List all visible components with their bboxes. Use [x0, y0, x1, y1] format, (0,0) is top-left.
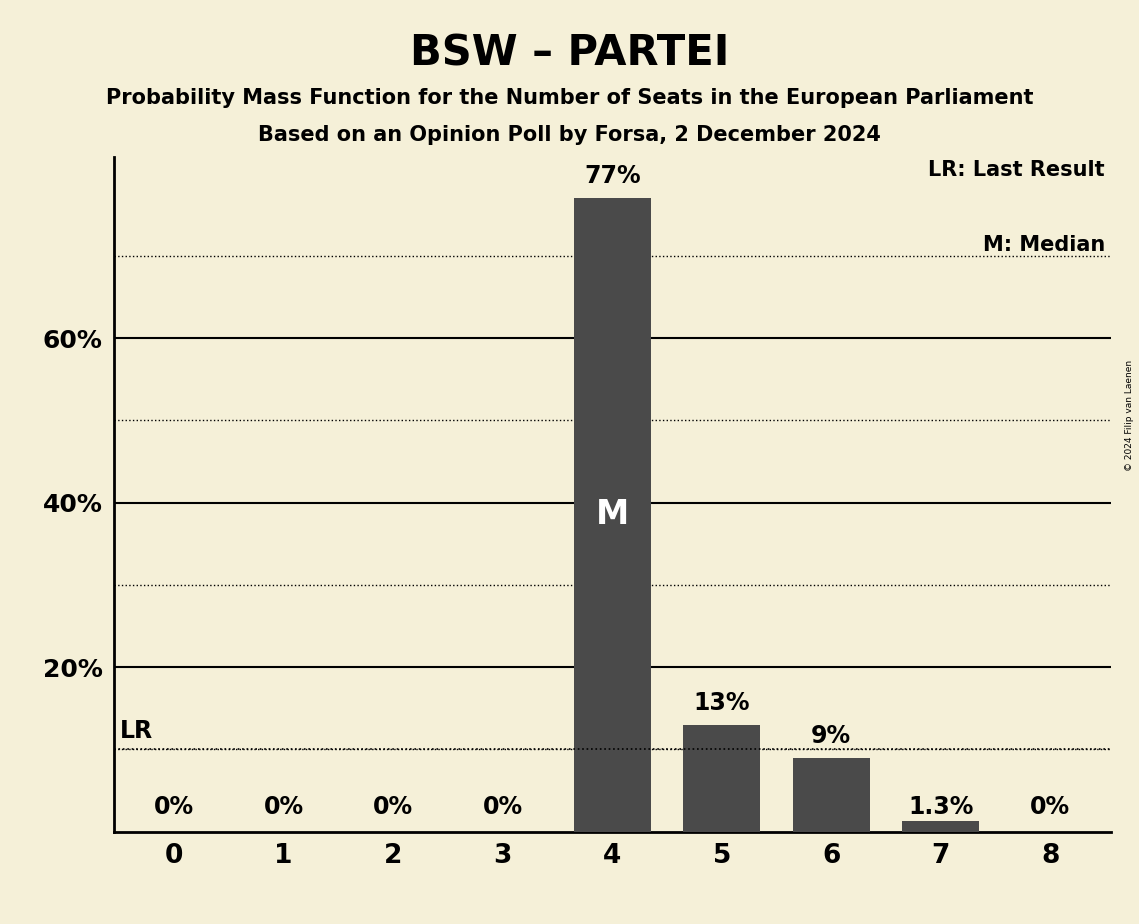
- Text: 0%: 0%: [154, 796, 194, 820]
- Text: LR: Last Result: LR: Last Result: [928, 161, 1105, 180]
- Bar: [793, 758, 869, 832]
- Text: 13%: 13%: [694, 691, 749, 715]
- Text: 0%: 0%: [483, 796, 523, 820]
- Text: 1.3%: 1.3%: [908, 796, 974, 820]
- Text: 9%: 9%: [811, 723, 851, 748]
- Text: BSW – PARTEI: BSW – PARTEI: [410, 32, 729, 74]
- Text: © 2024 Filip van Laenen: © 2024 Filip van Laenen: [1125, 360, 1134, 471]
- Text: Based on an Opinion Poll by Forsa, 2 December 2024: Based on an Opinion Poll by Forsa, 2 Dec…: [259, 125, 880, 145]
- Text: 0%: 0%: [374, 796, 413, 820]
- Bar: [574, 199, 650, 832]
- Text: M: M: [596, 498, 629, 531]
- Text: M: Median: M: Median: [983, 235, 1105, 255]
- Text: 0%: 0%: [1031, 796, 1071, 820]
- Text: 77%: 77%: [584, 164, 640, 188]
- Bar: [902, 821, 980, 832]
- Text: Probability Mass Function for the Number of Seats in the European Parliament: Probability Mass Function for the Number…: [106, 88, 1033, 108]
- Text: 0%: 0%: [263, 796, 304, 820]
- Bar: [683, 724, 760, 832]
- Text: LR: LR: [120, 719, 153, 743]
